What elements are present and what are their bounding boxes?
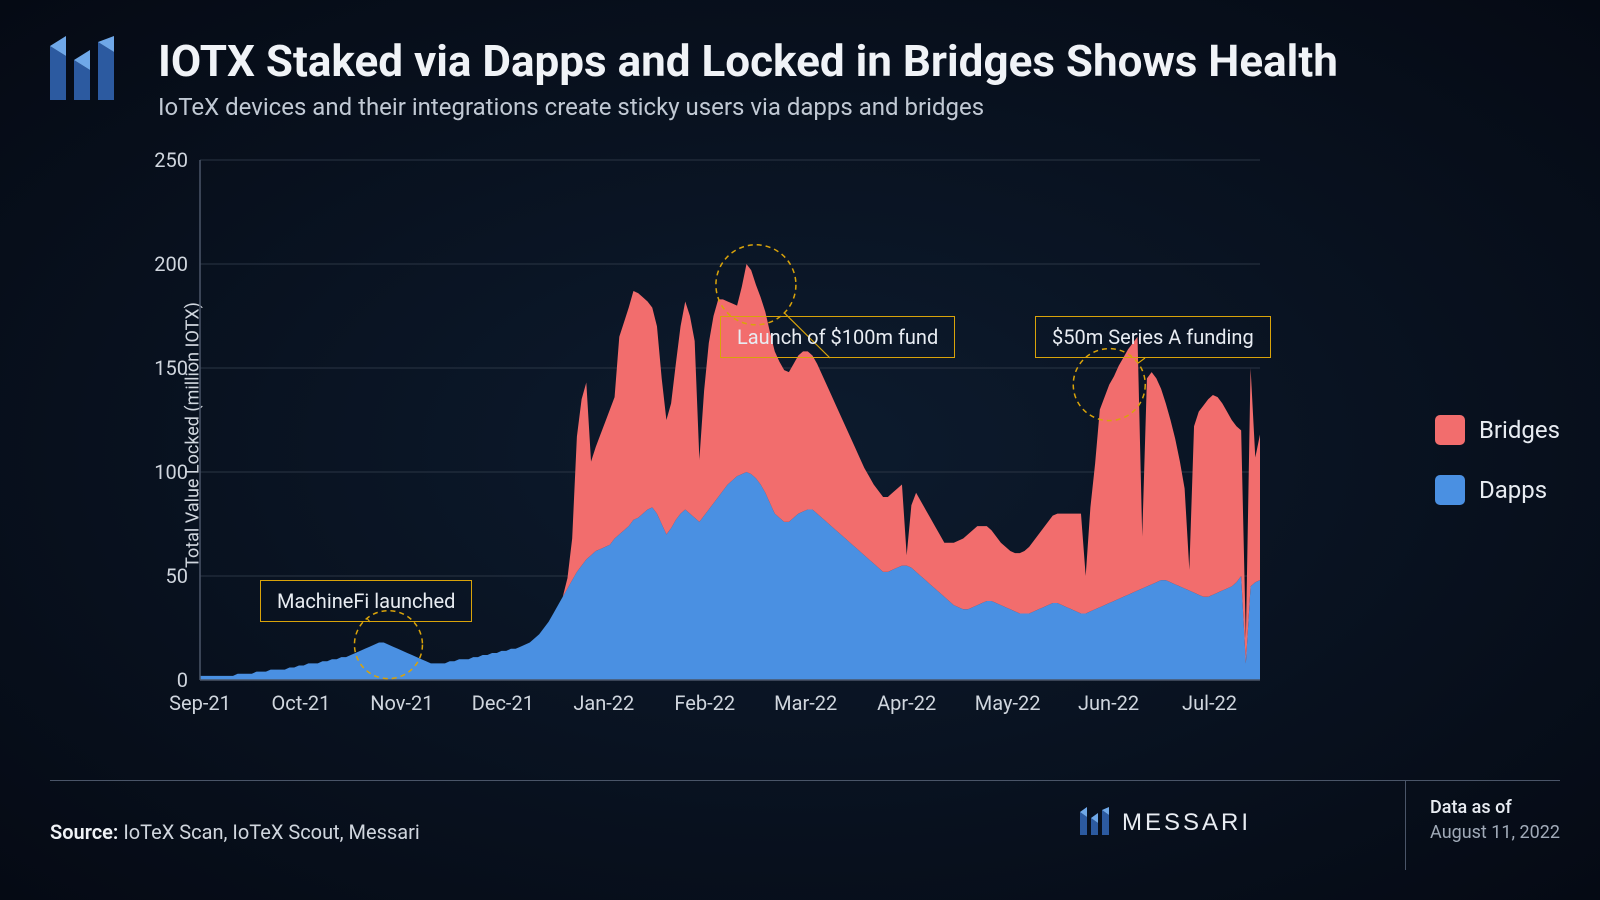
- annotation-label: $50m Series A funding: [1035, 316, 1271, 358]
- svg-text:200: 200: [154, 252, 188, 276]
- svg-text:Nov-21: Nov-21: [370, 691, 433, 715]
- svg-text:Feb-22: Feb-22: [674, 691, 735, 715]
- data-as-of: Data as of August 11, 2022: [1405, 781, 1560, 870]
- annotation-label: Launch of $100m fund: [720, 316, 955, 358]
- source-text: Source: IoTeX Scan, IoTeX Scout, Messari: [50, 820, 420, 844]
- svg-text:Dec-21: Dec-21: [472, 691, 534, 715]
- svg-text:Jun-22: Jun-22: [1078, 691, 1139, 715]
- svg-text:50: 50: [166, 564, 188, 588]
- data-as-of-date: August 11, 2022: [1430, 822, 1560, 843]
- svg-text:May-22: May-22: [975, 691, 1041, 715]
- svg-text:0: 0: [177, 668, 188, 692]
- chart-subtitle: IoTeX devices and their integrations cre…: [158, 93, 1550, 121]
- legend-label: Dapps: [1479, 476, 1547, 504]
- svg-text:Jan-22: Jan-22: [573, 691, 634, 715]
- svg-text:100: 100: [154, 460, 188, 484]
- chart-area: Total Value Locked (million IOTX) 050100…: [60, 150, 1390, 720]
- svg-text:Apr-22: Apr-22: [877, 691, 936, 715]
- svg-text:Sep-21: Sep-21: [169, 691, 231, 715]
- title-block: IOTX Staked via Dapps and Locked in Brid…: [158, 36, 1550, 121]
- data-as-of-label: Data as of: [1430, 797, 1560, 818]
- legend-item-dapps: Dapps: [1435, 475, 1560, 505]
- svg-text:Mar-22: Mar-22: [774, 691, 837, 715]
- annotation-label: MachineFi launched: [260, 580, 472, 622]
- footer: Source: IoTeX Scan, IoTeX Scout, Messari…: [50, 780, 1560, 870]
- legend-label: Bridges: [1479, 416, 1560, 444]
- svg-text:Oct-21: Oct-21: [272, 691, 331, 715]
- legend: Bridges Dapps: [1435, 415, 1560, 505]
- svg-text:Jul-22: Jul-22: [1182, 691, 1237, 715]
- messari-wordmark-icon: MESSARI: [1080, 803, 1290, 839]
- svg-text:MESSARI: MESSARI: [1122, 809, 1251, 836]
- messari-logo-icon: [50, 36, 128, 100]
- legend-item-bridges: Bridges: [1435, 415, 1560, 445]
- header: IOTX Staked via Dapps and Locked in Brid…: [50, 36, 1550, 121]
- svg-text:250: 250: [154, 150, 188, 172]
- legend-swatch: [1435, 475, 1465, 505]
- annotation-leader: [1138, 358, 1145, 363]
- legend-swatch: [1435, 415, 1465, 445]
- stacked-area-chart: 0 50 100 150 200 250 Sep-21 Oct-21 Nov-21 Dec-21 J…: [60, 150, 1390, 750]
- chart-title: IOTX Staked via Dapps and Locked in Brid…: [158, 36, 1550, 87]
- svg-text:150: 150: [154, 356, 188, 380]
